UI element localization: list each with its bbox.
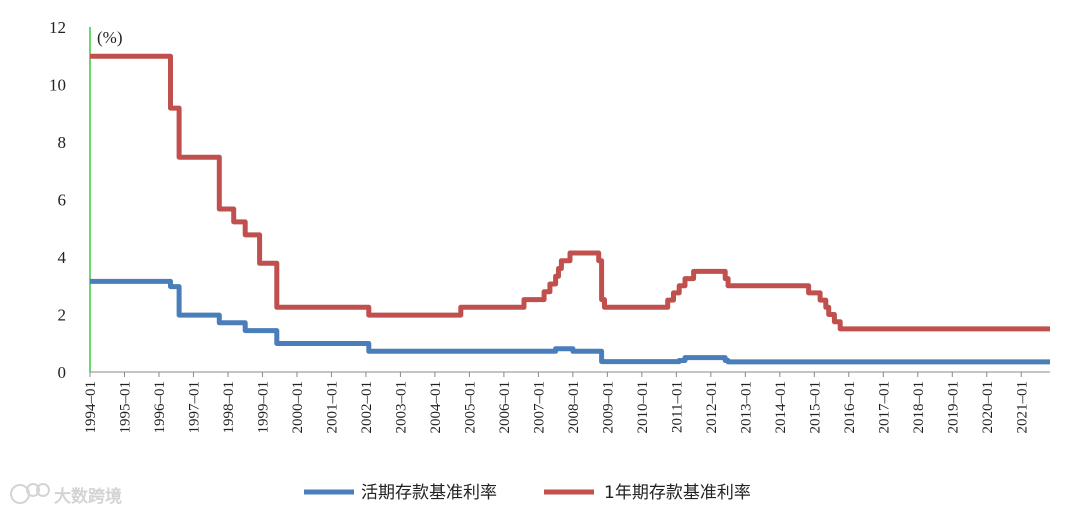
x-tick-label: 2013–01 <box>738 381 754 434</box>
x-tick-label: 2006–01 <box>497 381 513 434</box>
x-tick-label: 1997–01 <box>186 381 202 434</box>
watermark-text: 大数跨境 <box>54 486 122 507</box>
x-tick-label: 1995–01 <box>117 381 133 434</box>
x-tick-label: 2017–01 <box>876 381 892 434</box>
x-tick-label: 1996–01 <box>152 381 168 434</box>
watermark: 大数跨境 <box>10 483 122 507</box>
y-axis-unit-label: (%) <box>97 28 122 47</box>
x-tick-label: 2000–01 <box>290 381 306 434</box>
y-tick-label: 12 <box>49 18 66 37</box>
x-tick-label: 2018–01 <box>911 381 927 434</box>
x-tick-label: 2010–01 <box>635 381 651 434</box>
x-tick-label: 2007–01 <box>531 381 547 434</box>
x-tick-label: 2020–01 <box>980 381 996 434</box>
x-tick-label: 2009–01 <box>600 381 616 434</box>
x-tick-label: 2019–01 <box>945 381 961 434</box>
x-tick-label: 1994–01 <box>83 381 99 434</box>
x-tick-label: 2008–01 <box>566 381 582 434</box>
y-tick-label: 10 <box>49 76 66 95</box>
y-tick-label: 0 <box>58 363 67 382</box>
series-line-1 <box>90 278 1050 365</box>
x-tick-label: 2002–01 <box>359 381 375 434</box>
x-tick-label: 2021–01 <box>1014 381 1030 434</box>
x-tick-label: 2005–01 <box>462 381 478 434</box>
series-layer <box>90 53 1050 365</box>
x-tick-label: 1998–01 <box>221 381 237 434</box>
x-tick-label: 2012–01 <box>704 381 720 434</box>
legend-label: 1年期存款基准利率 <box>604 483 751 503</box>
series-line-2 <box>90 53 1050 332</box>
x-axis-ticks: 1994–01 1995–01 1996–01 1997–01 1998–01 1999–… <box>83 372 1030 434</box>
y-tick-label: 6 <box>58 191 67 210</box>
y-tick-label: 4 <box>58 248 67 267</box>
y-tick-label: 2 <box>58 306 67 325</box>
x-tick-label: 2001–01 <box>324 381 340 434</box>
x-tick-label: 2016–01 <box>842 381 858 434</box>
x-tick-label: 1999–01 <box>255 381 271 434</box>
legend: 活期存款基准利率 1年期存款基准利率 <box>304 483 751 503</box>
x-tick-label: 2004–01 <box>428 381 444 434</box>
brand-logo-icon <box>10 483 50 504</box>
x-tick-label: 2015–01 <box>807 381 823 434</box>
y-axis-ticks: 0 2 4 6 8 10 12 <box>49 18 67 382</box>
x-tick-label: 2003–01 <box>393 381 409 434</box>
x-tick-label: 2014–01 <box>773 381 789 434</box>
y-tick-label: 8 <box>58 133 67 152</box>
legend-label: 活期存款基准利率 <box>361 483 497 503</box>
x-tick-label: 2011–01 <box>669 381 685 433</box>
